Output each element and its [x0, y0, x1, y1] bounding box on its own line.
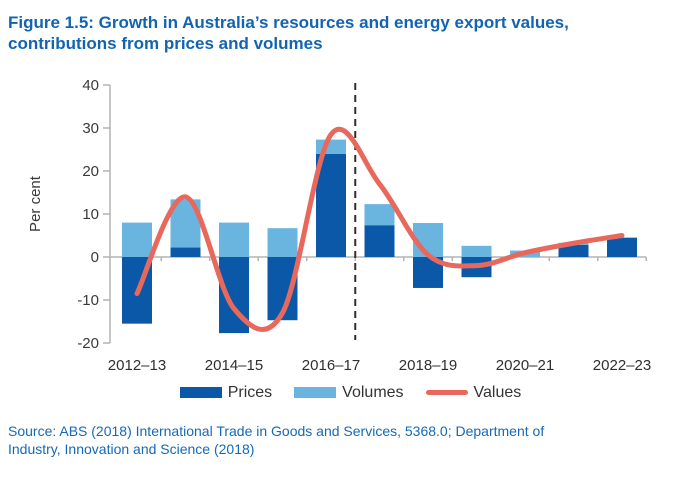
legend-label-values: Values	[473, 383, 522, 401]
chart-legend: Prices Volumes Values	[26, 384, 675, 402]
prices-swatch-icon	[179, 387, 222, 398]
y-tick-label: 40	[82, 77, 99, 94]
values-line	[134, 126, 625, 332]
y-tick-label: 10	[82, 206, 99, 223]
volumes-bar	[316, 139, 346, 154]
y-tick-label: -10	[77, 292, 99, 309]
source-note-line-1: Source: ABS (2018) International Trade i…	[8, 422, 545, 439]
y-tick-label: 0	[91, 249, 99, 266]
prices-bar	[364, 224, 395, 257]
volumes-bar	[267, 227, 298, 257]
x-tick-label: 2018–19	[399, 357, 457, 374]
source-note: Source: ABS (2018) International Trade i…	[0, 402, 675, 460]
legend-item-values: Values	[425, 383, 522, 402]
legend-item-prices: Prices	[179, 383, 273, 402]
figure-title: Figure 1.5: Growth in Australia’s resour…	[0, 0, 675, 55]
chart-svg: Per cent 40 30 20 10 0 -10 -20 2012–13 2014–15 20…	[27, 77, 651, 374]
legend-label-prices: Prices	[227, 383, 273, 401]
prices-bar	[607, 237, 637, 257]
legend-item-volumes: Volumes	[294, 383, 404, 402]
y-axis-title: Per cent	[27, 175, 44, 232]
y-tick-label: 20	[82, 163, 99, 180]
x-tick-label: 2012–13	[108, 357, 166, 374]
figure-title-line-2: contributions from prices and volumes	[8, 34, 323, 54]
volumes-bar	[364, 203, 395, 225]
volumes-bar	[122, 222, 152, 257]
legend-label-volumes: Volumes	[342, 383, 404, 401]
x-tick-label: 2014–15	[205, 357, 263, 374]
prices-bar	[558, 244, 589, 257]
source-note-line-2: Industry, Innovation and Science (2018)	[8, 441, 255, 458]
y-tick-label: -20	[77, 335, 99, 352]
x-tick-label: 2016–17	[302, 357, 360, 374]
x-tick-label: 2022–23	[593, 357, 651, 374]
prices-bar	[316, 153, 346, 257]
figure-title-line-1: Figure 1.5: Growth in Australia’s resour…	[8, 13, 569, 32]
y-tick-label: 30	[82, 120, 99, 137]
volumes-bar	[219, 222, 249, 257]
x-tick-label: 2020–21	[496, 357, 554, 374]
volumes-swatch-icon	[294, 387, 337, 398]
values-line-swatch-icon	[425, 390, 468, 395]
prices-bar	[170, 247, 201, 257]
volumes-bar	[461, 245, 492, 257]
